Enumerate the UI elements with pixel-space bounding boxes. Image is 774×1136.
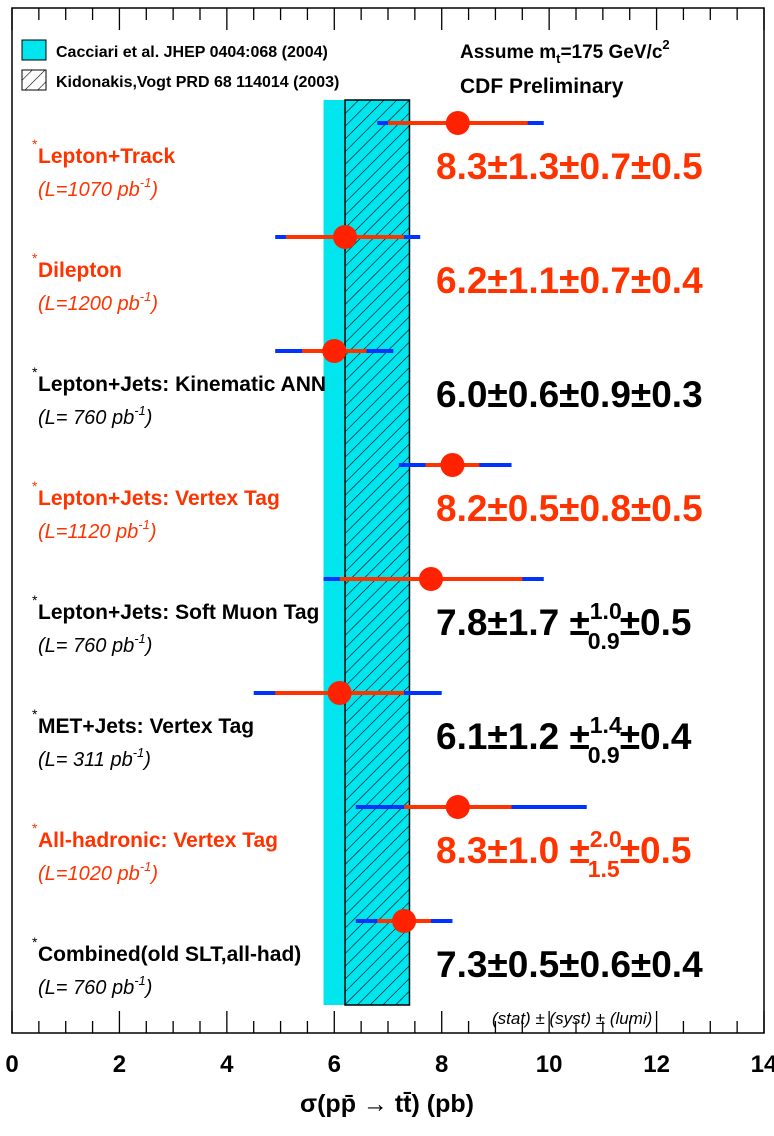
measurement-name: All-hadronic: Vertex Tag [38, 829, 278, 852]
measurement-name: Lepton+Jets: Soft Muon Tag [38, 601, 319, 624]
luminosity-label: (L=1020 pb-1) [38, 859, 158, 885]
row-marker-star: * [32, 592, 38, 608]
measurement-name: Lepton+Track [38, 145, 175, 168]
luminosity-label: (L=1070 pb-1) [38, 175, 158, 201]
luminosity-label: (L= 760 pb-1) [38, 403, 152, 429]
result-value: 7.3±0.5±0.6±0.4 [436, 944, 703, 985]
data-point [327, 681, 352, 705]
legend-label-hatched: Kidonakis,Vogt PRD 68 114014 (2003) [56, 74, 339, 91]
result-value: 8.3±1.0 ±2.0 1.5±0.5 [436, 826, 691, 882]
measurement-row: *MET+Jets: Vertex Tag (L= 311 pb-1) 6.1±1.… [32, 681, 692, 771]
x-tick-label: 6 [328, 1051, 341, 1078]
x-tick-label: 12 [643, 1051, 670, 1078]
data-point [440, 453, 465, 477]
luminosity-label: (L= 311 pb-1) [38, 745, 151, 771]
legend-swatch-hatched [21, 69, 47, 91]
measurement-name: Lepton+Jets: Kinematic ANN [38, 373, 326, 396]
preliminary-label: CDF Preliminary [460, 75, 624, 98]
mass-annotation: Assume mt=175 GeV/c2 [460, 37, 670, 66]
data-point [392, 909, 417, 933]
result-value: 6.1±1.2 ±1.4 0.9±0.4 [436, 712, 692, 768]
measurement-row: *Lepton+Jets: Kinematic ANN (L= 760 pb-1)… [32, 339, 703, 429]
row-marker-star: * [32, 934, 38, 950]
luminosity-label: (L=1120 pb-1) [38, 517, 157, 543]
measurement-row: *Dilepton (L=1200 pb-1) 6.2±1.1±0.7±0.4 [32, 225, 703, 315]
row-marker-star: * [32, 706, 38, 722]
x-tick-label: 2 [113, 1051, 126, 1078]
x-tick-label: 0 [5, 1051, 18, 1078]
measurement-name: Dilepton [38, 259, 122, 282]
measurement-name: MET+Jets: Vertex Tag [38, 715, 254, 738]
hatched-band [344, 99, 411, 1006]
measurement-name: Lepton+Jets: Vertex Tag [38, 487, 280, 510]
row-marker-star: * [32, 478, 38, 494]
luminosity-label: (L=1200 pb-1) [38, 289, 158, 315]
uncertainty-footnote: (stat) ± (syst) ± (lumi) [492, 1009, 652, 1028]
x-tick-label: 8 [435, 1051, 448, 1078]
measurement-row: *Lepton+Jets: Vertex Tag (L=1120 pb-1) 8.2… [32, 453, 703, 543]
x-tick-label: 4 [220, 1051, 234, 1078]
legend-swatch-theory [21, 39, 47, 61]
measurement-row: *Lepton+Track (L=1070 pb-1) 8.3±1.3±0.7±0.… [32, 111, 703, 201]
x-tick-label: 14 [751, 1051, 774, 1078]
row-marker-star: * [32, 136, 38, 152]
data-point [333, 225, 358, 249]
row-marker-star: * [32, 820, 38, 836]
data-point [418, 567, 443, 591]
legend-label-theory: Cacciari et al. JHEP 0404:068 (2004) [56, 44, 328, 61]
x-axis-title: σ(pp̄ → tt̄) (pb) [300, 1090, 474, 1118]
measurement-name: Combined(old SLT,all-had) [38, 943, 301, 966]
measurement-row: *Combined(old SLT,all-had) (L= 760 pb-1) 7… [32, 909, 703, 999]
luminosity-label: (L= 760 pb-1) [38, 973, 152, 999]
measurement-row: *Lepton+Jets: Soft Muon Tag (L= 760 pb-1)… [32, 567, 691, 657]
x-tick-label: 10 [536, 1051, 563, 1078]
measurement-row: *All-hadronic: Vertex Tag (L=1020 pb-1) 8.… [32, 795, 691, 885]
data-point [445, 111, 470, 135]
data-point [445, 795, 470, 819]
result-value: 6.0±0.6±0.9±0.3 [436, 374, 703, 415]
luminosity-label: (L= 760 pb-1) [38, 631, 152, 657]
result-value: 8.3±1.3±0.7±0.5 [436, 146, 703, 187]
row-marker-star: * [32, 364, 38, 380]
data-point [322, 339, 347, 363]
row-marker-star: * [32, 250, 38, 266]
result-value: 6.2±1.1±0.7±0.4 [436, 260, 703, 301]
result-value: 7.8±1.7 ±1.0 0.9±0.5 [436, 598, 691, 654]
result-value: 8.2±0.5±0.8±0.5 [436, 488, 703, 529]
